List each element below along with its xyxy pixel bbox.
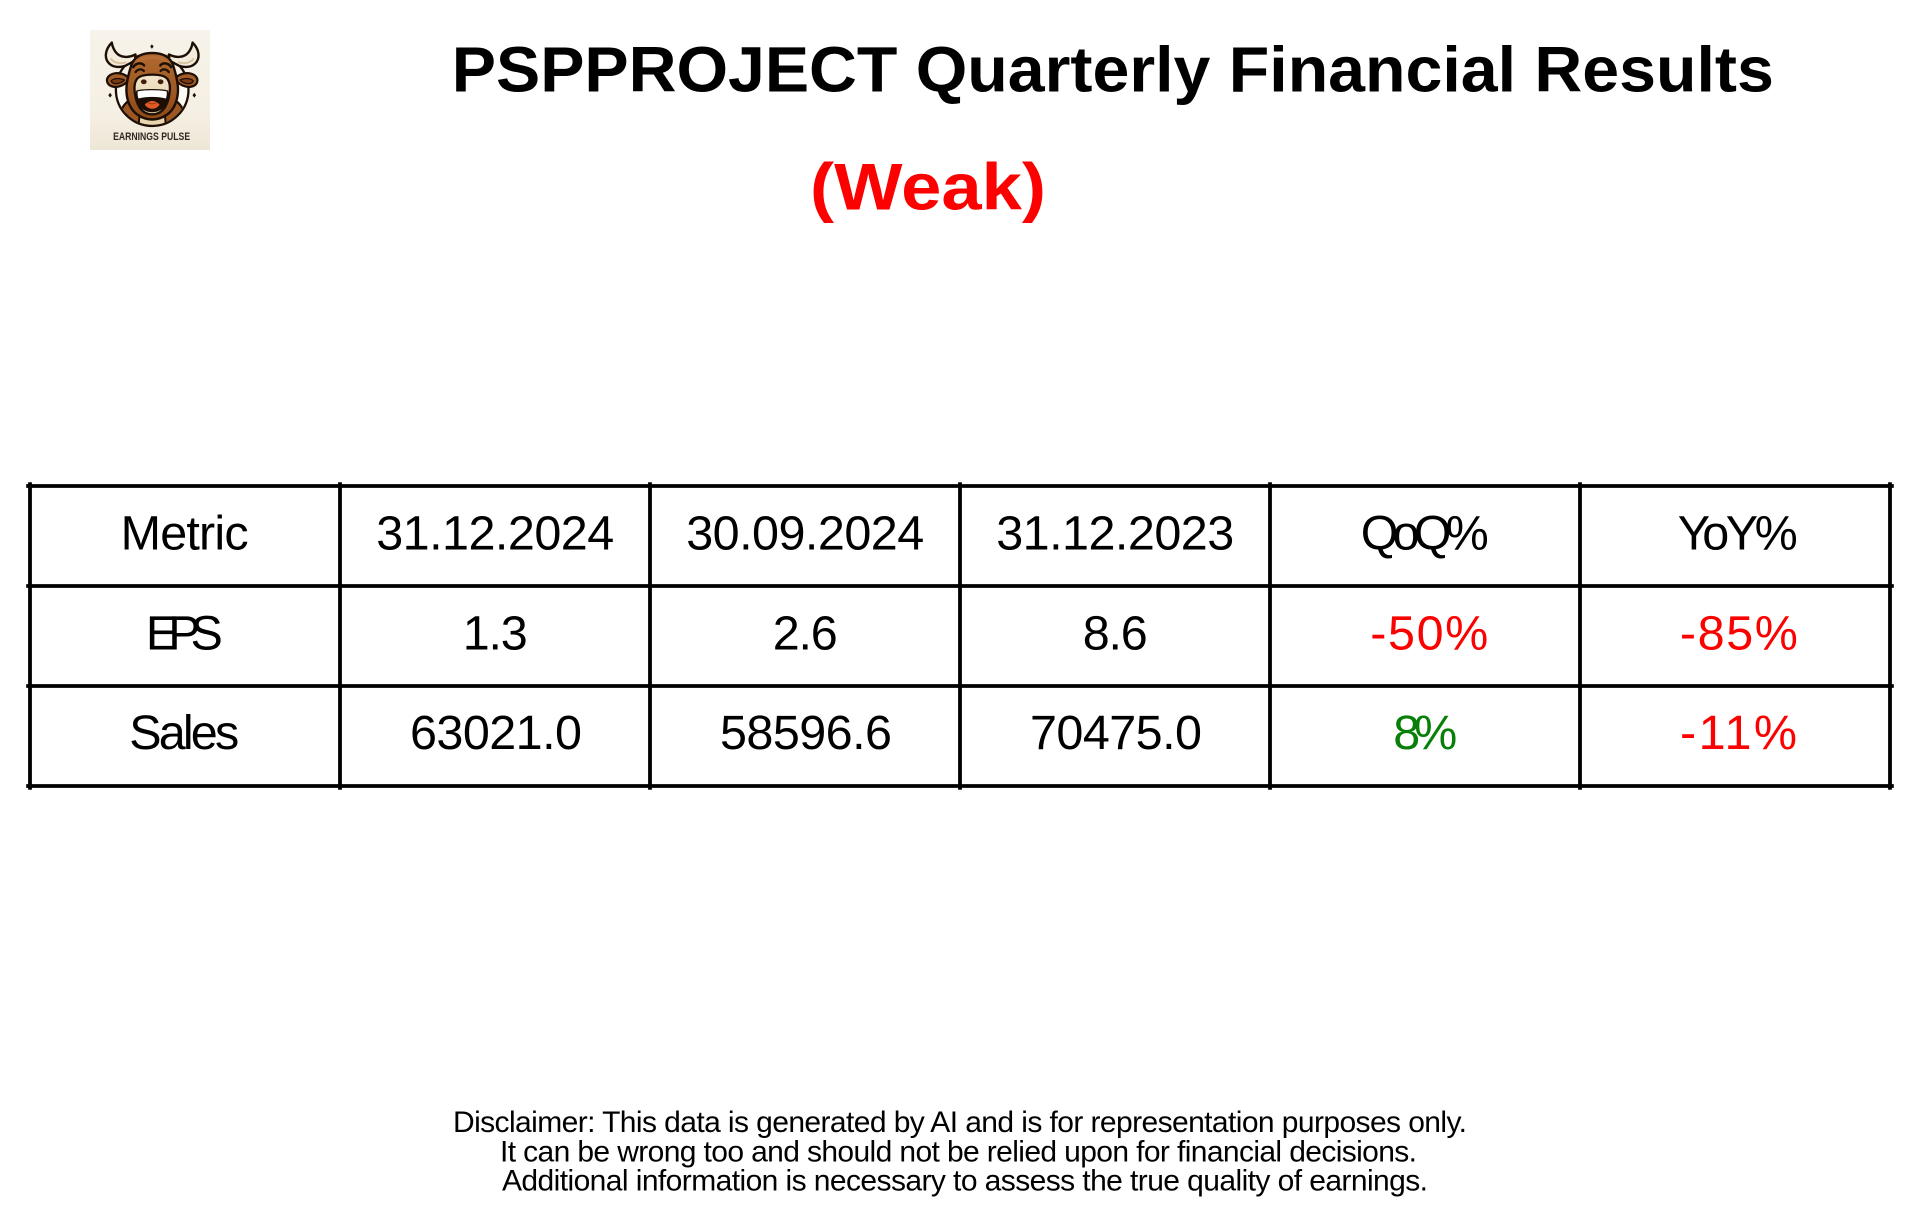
svg-text:Disclaimer: This data is gener: Disclaimer: This data is generated by AI… [453,1106,1467,1139]
svg-text:63021.0: 63021.0 [410,706,582,760]
svg-text:70475.0: 70475.0 [1030,706,1202,760]
svg-text:31.12.2023: 31.12.2023 [996,506,1234,560]
svg-text:1.3: 1.3 [463,606,528,660]
svg-text:PSPPROJECT Quarterly Financial: PSPPROJECT Quarterly Financial Results [452,33,1774,105]
svg-text:8.6: 8.6 [1083,606,1148,660]
svg-text:58596.6: 58596.6 [720,706,892,760]
svg-text:QoQ%: QoQ% [1361,506,1489,560]
svg-text:2.6: 2.6 [773,606,838,660]
svg-text:Sales: Sales [129,706,239,760]
svg-text:YoY%: YoY% [1678,506,1798,560]
svg-text:Additional information is nece: Additional information is necessary to a… [502,1165,1428,1198]
svg-text:-85%: -85% [1680,606,1798,660]
svg-text:-11%: -11% [1680,706,1797,760]
svg-text:EPS: EPS [146,606,223,660]
svg-text:8%: 8% [1393,706,1457,760]
svg-text:30.09.2024: 30.09.2024 [686,506,924,560]
svg-text:-50%: -50% [1370,606,1488,660]
svg-text:(Weak): (Weak) [810,150,1046,224]
svg-text:31.12.2024: 31.12.2024 [376,506,614,560]
svg-text:Metric: Metric [121,506,249,560]
svg-text:It can be wrong too and should: It can be wrong too and should not be re… [500,1135,1417,1168]
svg-text:EARNINGS PULSE: EARNINGS PULSE [113,131,190,143]
